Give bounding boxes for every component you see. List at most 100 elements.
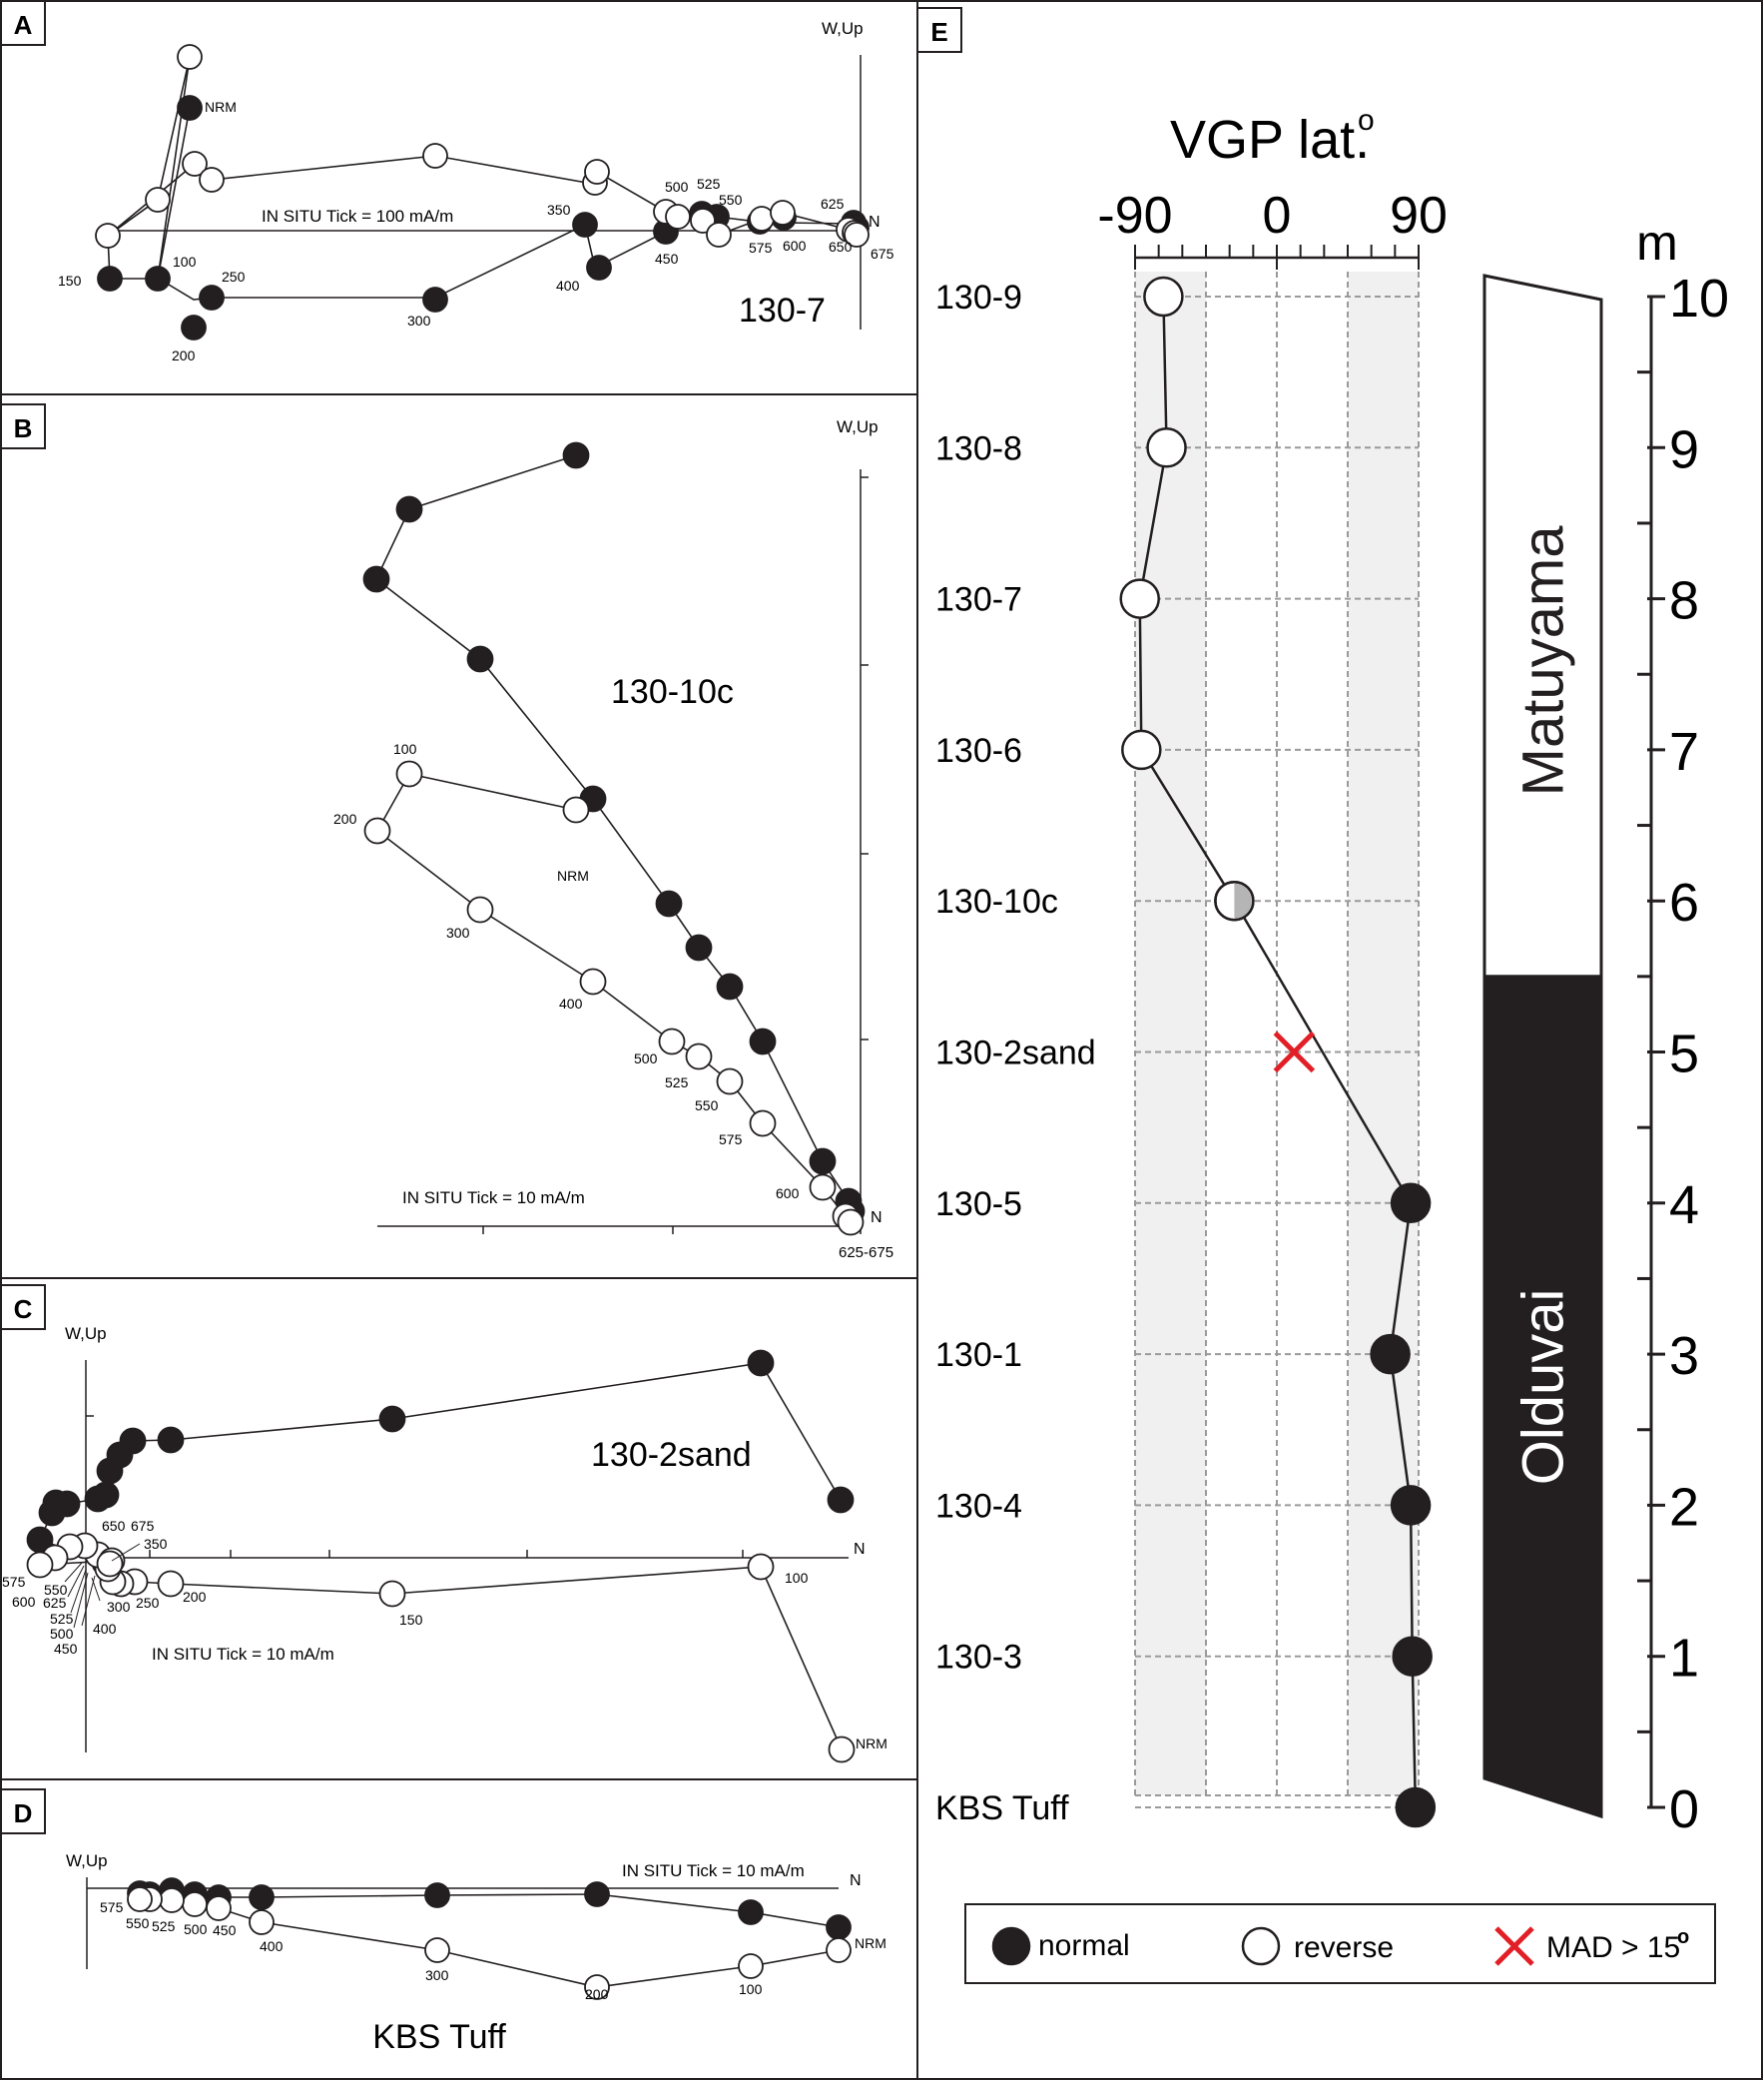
vgp-mad-cross — [1273, 1031, 1316, 1073]
vgp-sample-label: 130-5 — [935, 1185, 1022, 1223]
vgp-sample-label: 130-7 — [935, 581, 1022, 619]
vgp-sample-label: 130-3 — [935, 1639, 1022, 1677]
panel-d-normal-point — [424, 1882, 450, 1908]
panel-b-frame — [0, 393, 918, 1279]
panel-b: B W,Up N IN SITU Tick = 10 mA/m 130-10c … — [0, 393, 918, 1279]
panel-c-north-label: N — [854, 1541, 866, 1558]
legend-reverse-symbol — [1241, 1926, 1281, 1966]
panel-b-step-labels: 100 200 NRM 300 400 500 525 550 575 600 — [333, 741, 800, 1201]
panel-c-leader-line — [73, 1572, 89, 1629]
panel-b-normal-point — [562, 441, 590, 469]
panel-b-reverse-point — [466, 896, 494, 924]
panel-d-normal-point — [249, 1884, 275, 1910]
panel-c-axis-label: W,Up — [65, 1324, 107, 1343]
polarity-column: Matuyama Olduvai — [1482, 274, 1603, 1819]
vgp-sample-label: 130-2sand — [935, 1035, 1096, 1072]
vgp-x-tick-label: 90 — [1390, 187, 1448, 245]
panel-d-step-label: 500 — [184, 1921, 208, 1937]
panel-d-step-label: NRM — [855, 1935, 886, 1951]
height-tick-label: 2 — [1669, 1477, 1699, 1537]
panel-b-step-label: 300 — [446, 925, 470, 941]
vgp-x-tick-labels: -90 0 90 — [1097, 187, 1448, 245]
panel-b-letter: B — [14, 413, 33, 443]
panel-b-step-label: 100 — [393, 741, 417, 757]
panel-b-normal-point — [466, 645, 494, 673]
vgp-sample-label: 130-4 — [935, 1487, 1022, 1525]
vgp-reverse-point — [1143, 276, 1184, 318]
panel-b-step-label: 550 — [695, 1097, 719, 1113]
panel-a-sample-label: 130-7 — [739, 292, 826, 330]
legend: normal reverse MAD > 15 o — [964, 1903, 1716, 1984]
panel-d-reverse-point — [424, 1937, 450, 1963]
panel-a-step-label: 550 — [719, 192, 743, 208]
vgp-shade-reverse — [1135, 272, 1206, 1795]
panel-a-normal-point — [586, 255, 612, 281]
vgp-title: VGP lat. — [1170, 110, 1370, 170]
panel-d-reverse-point — [182, 1891, 208, 1917]
panel-a-step-label: 350 — [547, 202, 571, 218]
panel-d-normal-point — [826, 1914, 852, 1940]
vgp-sample-label: 130-10c — [935, 883, 1058, 921]
panel-b-step-label: 575 — [719, 1131, 743, 1147]
vgp-reverse-point — [1121, 729, 1162, 771]
panel-c-step-label: 250 — [136, 1595, 160, 1611]
panel-a-step-label: 450 — [655, 251, 679, 267]
panel-b-note: IN SITU Tick = 10 mA/m — [402, 1188, 585, 1207]
panel-a-letter: A — [14, 10, 33, 40]
panel-c-step-label: 200 — [183, 1589, 207, 1605]
panel-a-vertical-path — [107, 56, 858, 237]
panel-c-step-label: NRM — [856, 1735, 887, 1751]
panel-a-step-label: 600 — [783, 238, 807, 254]
panel-a-normal-point — [177, 95, 203, 121]
panel-b-reverse-point — [685, 1042, 713, 1070]
panel-d-step-label: 200 — [585, 1986, 609, 2002]
legend-frame — [964, 1903, 1716, 1984]
vgp-shading — [1135, 272, 1419, 1795]
panel-c-leader-line — [111, 1543, 141, 1562]
vgp-path — [1138, 296, 1418, 1808]
panel-b-sample-label: 130-10c — [611, 673, 734, 711]
panel-a-step-label: NRM — [205, 99, 237, 115]
panel-b-step-label: 400 — [559, 996, 583, 1012]
panel-c-reverse-point — [26, 1551, 54, 1579]
panel-a-step-label: 250 — [222, 269, 246, 285]
panel-c-normal-point — [84, 1485, 112, 1513]
panel-a-normal-point — [422, 287, 448, 313]
zone-olduvai-label: Olduvai — [1511, 1289, 1576, 1486]
panel-a-normal-point — [572, 212, 598, 238]
panel-a-step-label: 150 — [58, 273, 82, 289]
panel-c-normal-point — [157, 1426, 185, 1454]
panel-c-reverse-point — [828, 1735, 856, 1763]
vgp-reverse-point — [1146, 427, 1187, 468]
vgp-line — [1138, 296, 1418, 1808]
vgp-transitional-fill — [1234, 883, 1252, 919]
panel-c-paths — [38, 1362, 843, 1750]
vgp-sample-labels: 130-9 130-8 130-7 130-6 130-10c 130-2sand 130-… — [935, 279, 1096, 1827]
panel-a-reverse-point — [422, 143, 448, 169]
panel-d-step-label: 525 — [152, 1918, 176, 1934]
panel-c-normal-point — [378, 1405, 406, 1433]
height-tick-label: 9 — [1669, 419, 1699, 479]
panel-c-letter-box — [0, 1284, 46, 1330]
vgp-normal-point — [1395, 1786, 1437, 1828]
vgp-sample-label: 130-9 — [935, 279, 1022, 317]
panel-d-reverse-point — [249, 1909, 275, 1935]
panel-b-end-label: 625-675 — [839, 1244, 893, 1261]
panel-c-step-label: 600 — [12, 1594, 36, 1610]
panel-d-sample-label: KBS Tuff — [372, 2018, 506, 2056]
panel-b-step-label: NRM — [557, 868, 589, 884]
panel-c-step-label: 350 — [144, 1536, 168, 1552]
panel-d-note: IN SITU Tick = 10 mA/m — [622, 1861, 805, 1880]
panel-c-reverse-point — [157, 1570, 185, 1598]
vgp-x-tick-label: 0 — [1263, 187, 1292, 245]
panel-b-step-label: 500 — [634, 1050, 658, 1066]
panel-a: A W,Up N IN SITU Tick = 100 mA/m 130-7 N… — [0, 0, 918, 395]
vgp-points — [1119, 276, 1437, 1828]
panel-b-points — [362, 441, 866, 1236]
panel-d-step-label: 550 — [126, 1915, 150, 1931]
panel-c-letter: C — [14, 1294, 33, 1324]
panel-a-reverse-point — [584, 159, 610, 185]
panel-a-reverse-point — [665, 204, 691, 230]
